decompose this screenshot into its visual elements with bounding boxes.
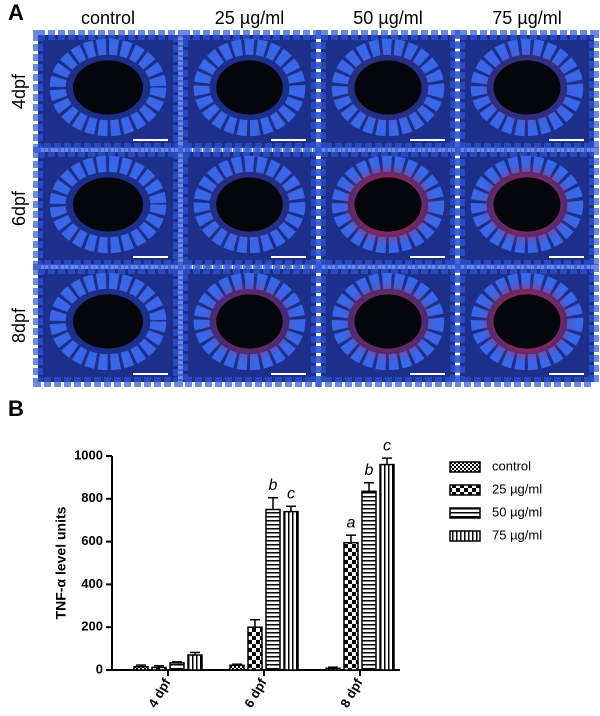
micrograph [33,147,183,270]
micrograph [455,147,599,270]
column-label: control [81,8,135,28]
y-tick-label: 0 [96,661,103,676]
bar [247,626,263,671]
cell-ring [193,38,306,137]
row-label: 8dpf [9,307,29,343]
micrograph [316,264,460,387]
micrograph [33,30,183,153]
significance-letter: b [365,462,374,479]
micrograph [178,264,321,387]
lumen [493,177,561,232]
cell-ring [49,272,167,371]
micrograph [178,147,321,270]
panel-label: A [8,0,24,25]
cell-texture [178,264,321,387]
micrograph [316,30,460,153]
lumen [216,60,283,115]
legend-swatch [449,484,481,496]
lumen [73,177,143,232]
bar [229,664,245,671]
bar [343,541,359,671]
legend-swatch [449,507,481,519]
legend-label: 25 µg/ml [492,481,542,496]
row-label: 4dpf [9,73,29,109]
lumen [493,294,561,349]
x-tick-label: 8 dpf [337,675,366,710]
bar [133,666,149,671]
panel-label: B [8,396,24,421]
lumen [493,60,561,115]
bar [325,667,341,671]
significance-letter: a [347,514,356,531]
legend-label: control [492,458,531,473]
x-tick-label: 4 dpf [145,675,174,710]
y-axis-label: TNF-α level units [53,506,69,619]
bar [265,508,281,671]
lumen [354,177,422,232]
lumen [216,294,283,349]
bar [283,510,299,671]
y-tick-label: 800 [81,490,103,505]
lumen [216,177,283,232]
lumen [354,294,422,349]
cell-ring [49,38,167,137]
cell-ring [49,155,167,254]
y-tick-label: 1000 [74,447,103,462]
y-tick-label: 600 [81,533,103,548]
bar [361,490,377,671]
legend-label: 50 µg/ml [492,504,542,519]
lumen [354,60,422,115]
significance-letter: c [383,437,391,454]
cell-texture [455,264,599,387]
legend-label: 75 µg/ml [492,527,542,542]
column-label: 50 µg/ml [353,8,422,28]
bar [169,662,185,671]
legend-swatch [449,530,481,542]
micrograph [316,147,460,270]
row-label: 6dpf [9,190,29,226]
legend-swatch [449,461,481,473]
y-tick-label: 400 [81,576,103,591]
y-tick-label: 200 [81,619,103,634]
column-label: 75 µg/ml [492,8,561,28]
cell-texture [316,264,460,387]
significance-letter: c [287,486,295,503]
micrograph [455,264,599,387]
lumen [73,294,143,349]
micrograph [178,30,321,153]
x-tick-label: 6 dpf [241,675,270,710]
lumen [73,60,143,115]
micrograph [455,30,599,153]
bar [151,666,167,671]
column-label: 25 µg/ml [215,8,284,28]
bar [379,463,395,671]
bar [187,654,203,671]
significance-letter: b [269,477,278,494]
micrograph [33,264,183,387]
